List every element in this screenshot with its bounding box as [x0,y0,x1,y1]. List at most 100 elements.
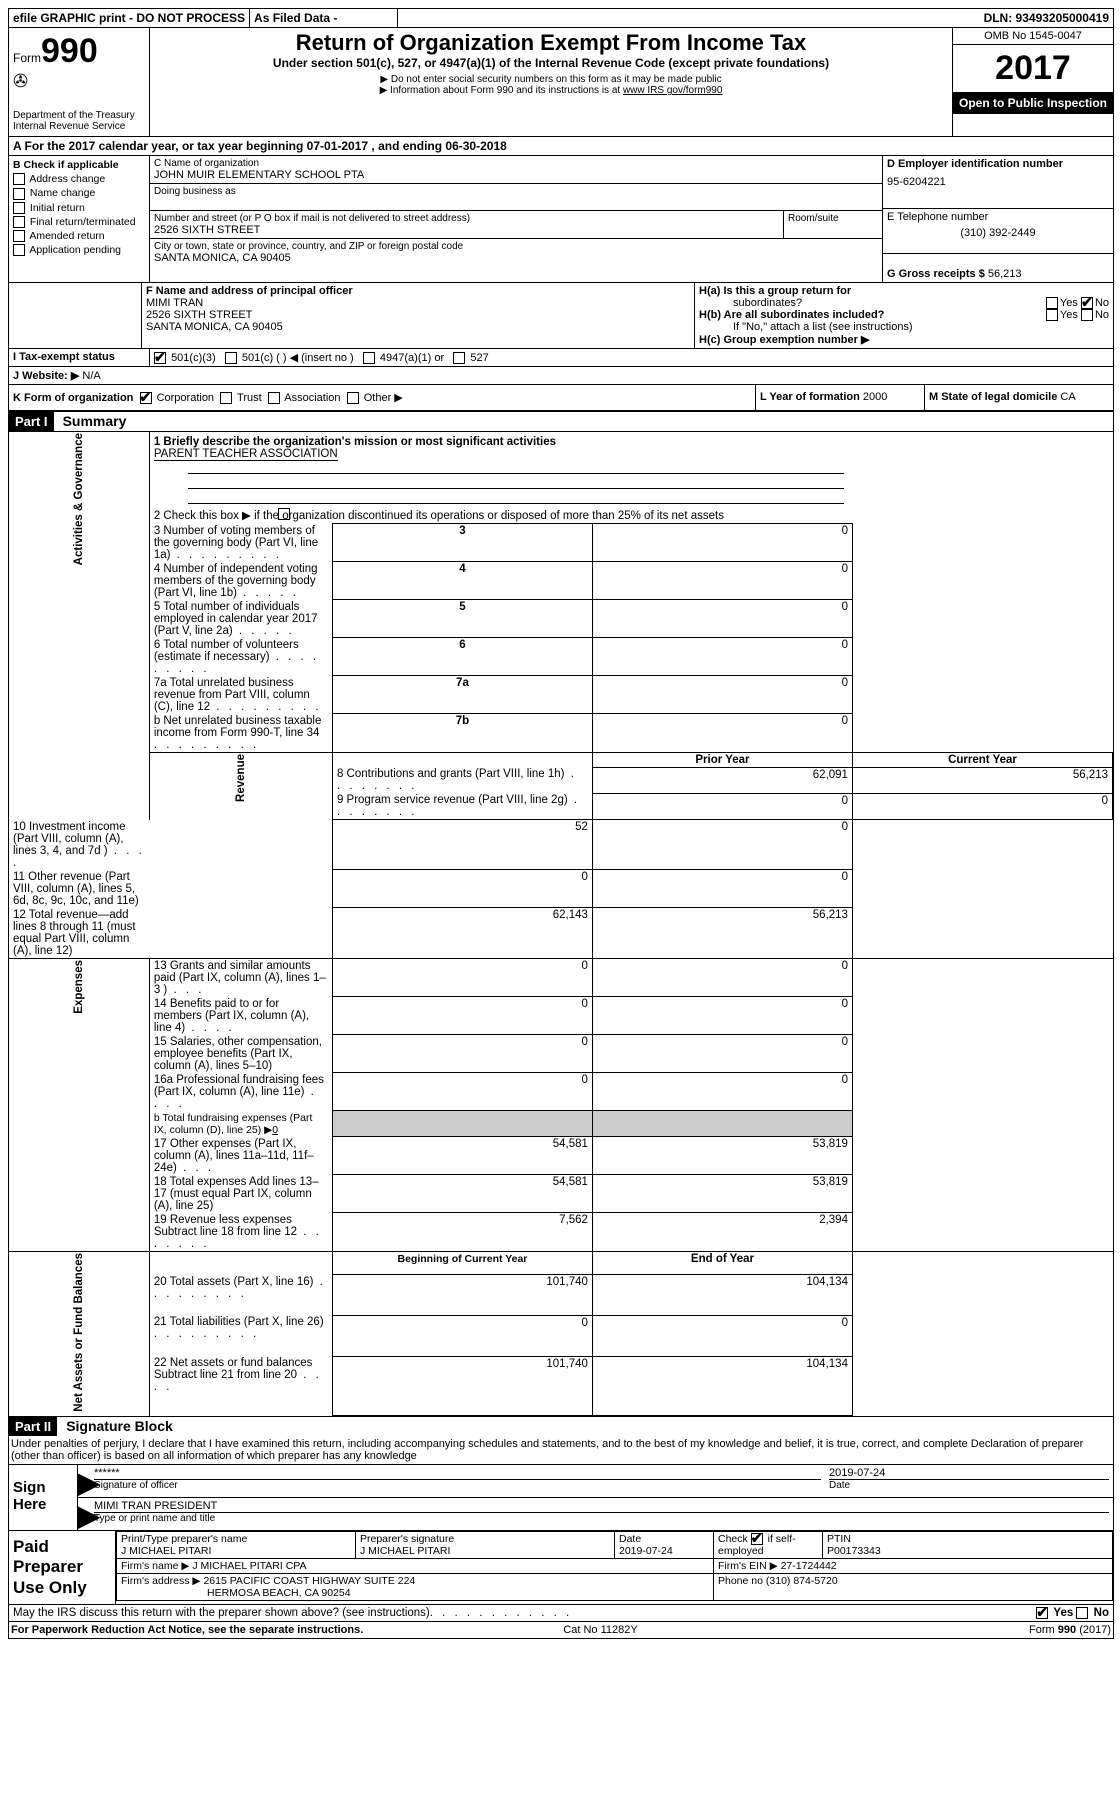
i-o4: 527 [470,352,488,364]
firm-name: J MICHAEL PITARI CPA [192,1560,306,1572]
chk-pending[interactable] [13,244,25,256]
tax-year: 2017 [953,45,1113,92]
hb-yes[interactable] [1046,309,1058,321]
c22: 104,134 [592,1356,852,1415]
arrow-icon-2: ▶ [78,1498,90,1530]
hb-no[interactable] [1081,309,1093,321]
line19: 19 Revenue less expenses Subtract line 1… [154,1214,297,1238]
street-label: Number and street (or P O box if mail is… [154,213,779,224]
k-o4: Other ▶ [364,392,403,404]
chk-501c3[interactable] [154,352,166,364]
chk-address[interactable] [13,173,25,185]
header-row: Form990 ✇ Department of the Treasury Int… [9,28,1113,137]
chk-initial[interactable] [13,202,25,214]
irs-yes-txt: Yes [1053,1607,1073,1619]
chk-4947[interactable] [363,352,375,364]
c13: 0 [592,958,852,997]
c-label: C Name of organization [154,158,878,169]
c10: 0 [592,820,852,870]
p13: 0 [332,958,592,997]
summary-table: Activities & Governance 1 Briefly descri… [9,432,1113,1416]
h-note: If "No," attach a list (see instructions… [733,321,1109,333]
omb-number: OMB No 1545-0047 [953,28,1113,45]
chk-discontinued[interactable] [278,508,290,520]
chk-527[interactable] [453,352,465,364]
chk-trust[interactable] [220,392,232,404]
txt-no: No [1095,297,1109,309]
p21: 0 [332,1315,592,1356]
sig-date-label: Date [829,1480,1109,1491]
c18: 53,819 [592,1175,852,1213]
p14: 0 [332,997,592,1035]
chk-self-employed[interactable] [751,1533,763,1545]
line21: 21 Total liabilities (Part X, line 26) [154,1316,324,1328]
recycle-icon: ✇ [13,71,145,92]
dots7a: . . . . . . . . . [210,701,322,713]
irs-yes[interactable] [1036,1607,1048,1619]
dots7b: . . . . . . . . . [154,739,259,751]
p15: 0 [332,1035,592,1073]
type-name-label: Type or print name and title [94,1513,1109,1524]
val5: 0 [592,600,852,638]
line18: 18 Total expenses Add lines 13–17 (must … [154,1176,319,1212]
firm-addr2: HERMOSA BEACH, CA 90254 [207,1587,351,1599]
footer: For Paperwork Reduction Act Notice, see … [9,1621,1113,1638]
chk-other[interactable] [347,392,359,404]
firm-addr1: 2615 PACIFIC COAST HIGHWAY SUITE 224 [203,1575,415,1587]
c8: 56,213 [852,767,1112,793]
val16b: 0 [272,1124,278,1136]
title-box: Return of Organization Exempt From Incom… [150,28,953,136]
dept-treasury: Department of the Treasury [13,110,145,121]
officer-name-title: MIMI TRAN PRESIDENT [94,1500,1109,1513]
p22: 101,740 [332,1356,592,1415]
entity-block: B Check if applicable Address change Nam… [9,156,1113,283]
irs-discuss-row: May the IRS discuss this return with the… [9,1605,1113,1621]
chk-501c[interactable] [225,352,237,364]
p19: 7,562 [332,1213,592,1252]
top-bar: efile GRAPHIC print - DO NOT PROCESS As … [9,9,1113,28]
line20: 20 Total assets (Part X, line 16) [154,1276,314,1288]
ptin-label: PTIN [827,1533,851,1545]
irs-link[interactable]: www IRS gov/form990 [623,85,722,96]
hb-label: H(b) Are all subordinates included? [699,309,884,321]
chk-assoc[interactable] [268,392,280,404]
arrow-icon: ▶ [78,1465,90,1497]
chk-amended[interactable] [13,230,25,242]
sign-block: Sign Here ▶ ****** Signature of officer … [9,1464,1113,1531]
line8: 8 Contributions and grants (Part VIII, l… [337,768,565,780]
info-line: ▶ Information about Form 990 and its ins… [156,85,946,96]
chk-corp[interactable] [140,392,152,404]
open-inspection: Open to Public Inspection [953,92,1113,114]
part1-label: Part I [9,412,54,431]
num4: 4 [332,562,592,600]
b-o5: Amended return [29,230,104,242]
part1-header: Part I Summary [9,411,1113,432]
chk-final[interactable] [13,216,25,228]
domicile: CA [1060,391,1075,403]
ha-no[interactable] [1081,297,1093,309]
chk-namechange[interactable] [13,188,25,200]
line2: 2 Check this box ▶ if the organization d… [154,510,724,522]
i-o2: 501(c) ( ) ◀ (insert no ) [242,352,354,364]
website: N/A [82,370,100,382]
num3: 3 [332,524,592,562]
row-j: J Website: ▶ N/A [9,367,1113,385]
preparer-table: Print/Type preparer's nameJ MICHAEL PITA… [116,1531,1113,1601]
paid-preparer-label: Paid Preparer Use Only [9,1531,116,1604]
sign-here: Sign Here [9,1465,78,1530]
line15: 15 Salaries, other compensation, employe… [154,1036,322,1072]
ha-yes[interactable] [1046,297,1058,309]
firm-name-label: Firm's name ▶ [121,1560,189,1572]
perjury-declaration: Under penalties of perjury, I declare th… [9,1436,1113,1464]
f-box: F Name and address of principal officer … [142,283,695,348]
irs-no[interactable] [1076,1607,1088,1619]
p10: 52 [332,820,592,870]
dba-label: Doing business as [154,186,878,197]
sig-stars: ****** [94,1467,821,1480]
mission: PARENT TEACHER ASSOCIATION [154,448,338,461]
line12: 12 Total revenue—add lines 8 through 11 … [13,909,136,957]
val4: 0 [592,562,852,600]
city-label: City or town, state or province, country… [154,241,878,252]
form-subtitle: Under section 501(c), 527, or 4947(a)(1)… [156,56,946,70]
line7b: b Net unrelated business taxable income … [154,715,322,739]
